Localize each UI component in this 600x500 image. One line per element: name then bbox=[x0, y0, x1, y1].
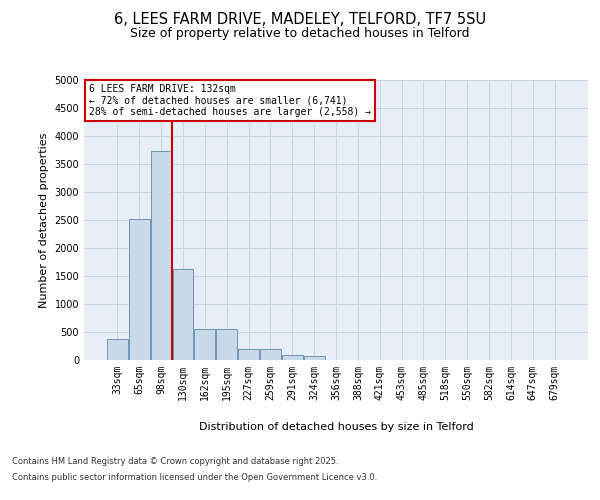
Y-axis label: Number of detached properties: Number of detached properties bbox=[39, 132, 49, 308]
Bar bbox=[151, 151, 172, 360]
Text: Contains HM Land Registry data © Crown copyright and database right 2025.: Contains HM Land Registry data © Crown c… bbox=[12, 458, 338, 466]
Text: Contains public sector information licensed under the Open Government Licence v3: Contains public sector information licen… bbox=[12, 472, 377, 482]
Text: 6, LEES FARM DRIVE, MADELEY, TELFORD, TF7 5SU: 6, LEES FARM DRIVE, MADELEY, TELFORD, TF… bbox=[114, 12, 486, 28]
Bar bbox=[238, 348, 259, 360]
Bar bbox=[129, 219, 149, 360]
Bar bbox=[260, 349, 281, 360]
Text: 6 LEES FARM DRIVE: 132sqm
← 72% of detached houses are smaller (6,741)
28% of se: 6 LEES FARM DRIVE: 132sqm ← 72% of detac… bbox=[89, 84, 371, 117]
Bar bbox=[282, 354, 302, 360]
Bar bbox=[194, 329, 215, 360]
Bar bbox=[107, 338, 128, 360]
Text: Size of property relative to detached houses in Telford: Size of property relative to detached ho… bbox=[130, 28, 470, 40]
Bar bbox=[216, 330, 237, 360]
Text: Distribution of detached houses by size in Telford: Distribution of detached houses by size … bbox=[199, 422, 473, 432]
Bar bbox=[304, 356, 325, 360]
Bar bbox=[173, 268, 193, 360]
